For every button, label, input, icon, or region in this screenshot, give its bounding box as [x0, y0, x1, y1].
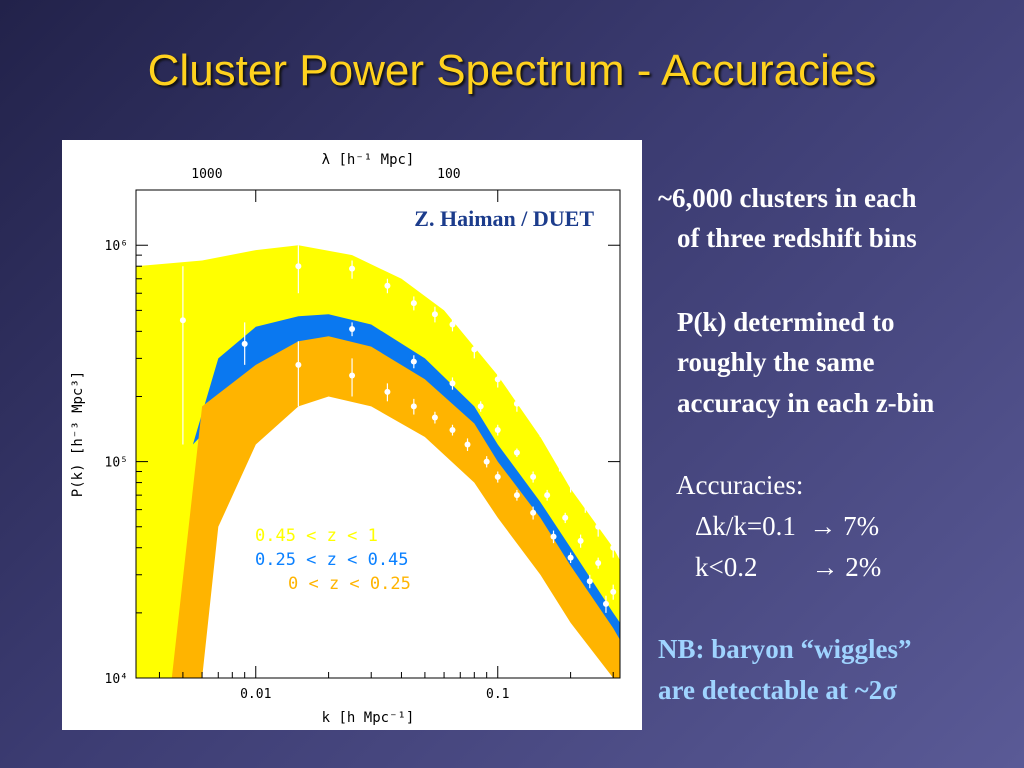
data-point-0-0 — [179, 317, 186, 324]
data-point-2-12 — [567, 554, 574, 561]
data-point-0-5 — [431, 311, 438, 318]
y-axis-label: P(k) [h⁻³ Mpc³] — [70, 371, 86, 497]
data-point-2-1 — [349, 372, 356, 379]
data-point-0-15 — [610, 544, 617, 551]
data-point-1-12 — [610, 588, 617, 595]
data-point-0-2 — [349, 265, 356, 272]
data-point-0-12 — [567, 479, 574, 486]
x-axis-label: k [h Mpc⁻¹] — [322, 710, 415, 726]
power-spectrum-chart: 0.01 0.1 10⁴ 10⁵ 10⁶ 1000 100 λ [h⁻¹ Mpc] k [h… — [62, 140, 642, 730]
data-point-1-5 — [494, 426, 501, 433]
data-point-0-8 — [494, 376, 501, 383]
top-axis-label: λ [h⁻¹ Mpc] — [322, 152, 415, 168]
data-point-2-8 — [494, 473, 501, 480]
data-point-1-8 — [544, 492, 551, 499]
data-point-0-11 — [556, 458, 563, 465]
points-layer — [179, 245, 617, 613]
y-tick-label-0: 10⁴ — [105, 672, 128, 687]
data-point-0-4 — [410, 300, 417, 307]
plot-frame — [135, 189, 621, 679]
bullet-pk-line3: accuracy in each z-bin — [677, 388, 935, 418]
data-point-2-4 — [431, 414, 438, 421]
band-z-low — [171, 336, 620, 678]
clusters-annotation: ~6000 clusters per z−bin — [258, 614, 504, 634]
nb-wiggles-line1: NB: baryon “wiggles” — [658, 634, 912, 664]
data-point-1-11 — [595, 559, 602, 566]
bands-layer — [136, 245, 620, 678]
data-point-0-1 — [295, 263, 302, 270]
legend-z-high: 0.45 < z < 1 — [255, 526, 378, 546]
bullet-pk-line2: roughly the same — [677, 347, 875, 377]
data-point-0-7 — [471, 346, 478, 353]
data-point-1-9 — [562, 514, 569, 521]
data-point-1-4 — [477, 403, 484, 410]
data-point-1-7 — [530, 473, 537, 480]
top-tick-label-1: 100 — [437, 167, 460, 182]
data-point-0-3 — [384, 282, 391, 289]
bullet-pk-line1: P(k) determined to — [677, 307, 895, 337]
data-point-2-6 — [464, 441, 471, 448]
legend-z-mid: 0.25 < z < 0.45 — [255, 550, 409, 570]
legend-z-low: 0 < z < 0.25 — [288, 574, 411, 594]
accuracy-dk-line: Δk/k=0.1 → 7% — [695, 511, 880, 541]
data-point-1-0 — [241, 340, 248, 347]
data-point-2-13 — [586, 578, 593, 585]
data-point-0-6 — [449, 321, 456, 328]
data-point-2-9 — [513, 492, 520, 499]
credit-label: Z. Haiman / DUET — [414, 206, 594, 231]
data-point-0-9 — [513, 400, 520, 407]
data-point-1-3 — [449, 380, 456, 387]
data-point-2-3 — [410, 403, 417, 410]
top-tick-label-0: 1000 — [191, 167, 222, 182]
data-point-0-13 — [582, 499, 589, 506]
accuracy-k-line: k<0.2 → 2% — [695, 552, 882, 582]
data-point-2-10 — [530, 509, 537, 516]
y-tick-label-2: 10⁶ — [105, 239, 128, 254]
data-point-2-0 — [295, 361, 302, 368]
data-point-2-14 — [602, 600, 609, 607]
data-point-1-1 — [349, 326, 356, 333]
data-point-2-11 — [550, 533, 557, 540]
y-tick-label-1: 10⁵ — [105, 456, 128, 471]
bullet-clusters-line1: ~6,000 clusters in each — [658, 183, 917, 213]
data-point-0-14 — [595, 523, 602, 530]
slide-title: Cluster Power Spectrum - Accuracies — [147, 46, 877, 95]
data-point-2-7 — [483, 458, 490, 465]
data-point-2-2 — [384, 388, 391, 395]
data-point-1-10 — [577, 537, 584, 544]
bullet-clusters-line2: of three redshift bins — [677, 223, 917, 253]
data-point-1-6 — [513, 449, 520, 456]
data-point-2-5 — [449, 426, 456, 433]
axes-layer: 0.01 0.1 10⁴ 10⁵ 10⁶ 1000 100 — [105, 167, 620, 702]
data-point-0-10 — [537, 426, 544, 433]
x-tick-label-0: 0.01 — [240, 687, 271, 702]
data-point-1-2 — [410, 358, 417, 365]
nb-wiggles-line2: are detectable at ~2σ — [658, 675, 897, 705]
x-tick-label-1: 0.1 — [486, 687, 509, 702]
accuracies-heading: Accuracies: — [676, 470, 804, 500]
